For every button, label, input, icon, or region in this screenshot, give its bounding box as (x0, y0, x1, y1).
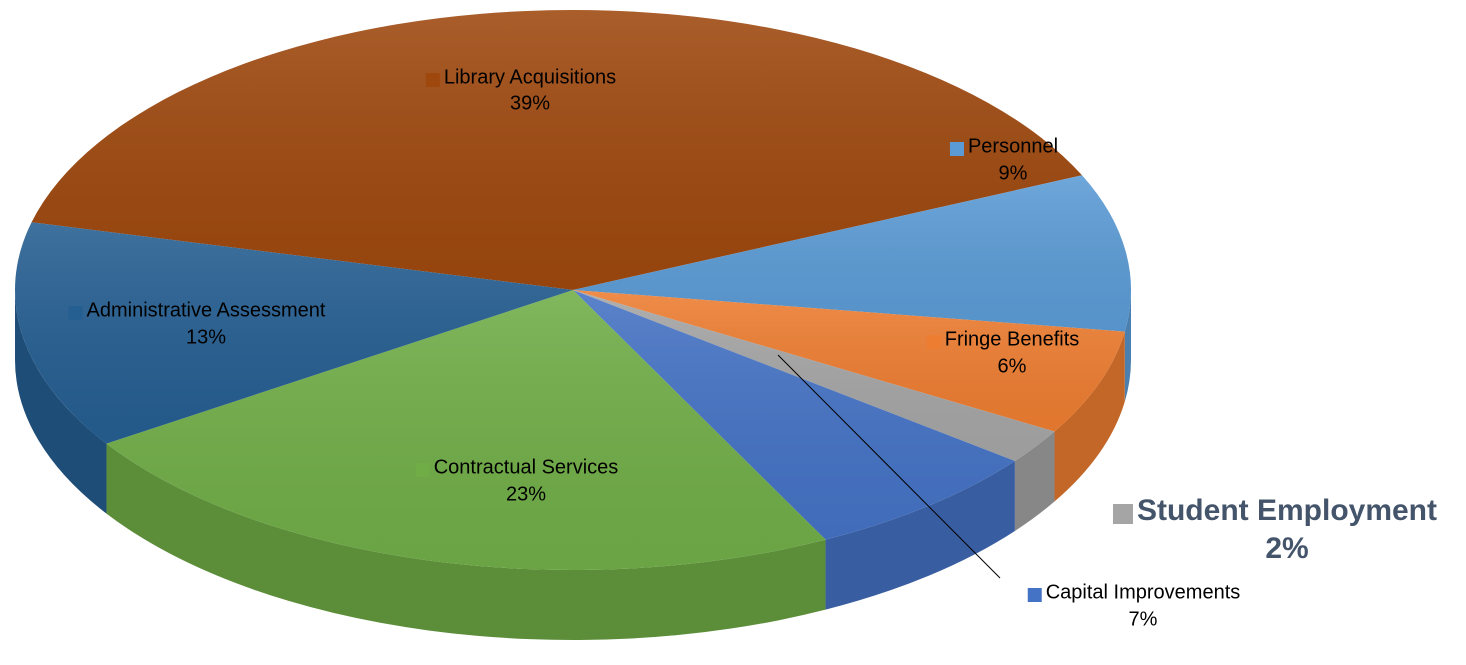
label-key (425, 73, 440, 87)
label-name: Fringe Benefits (945, 328, 1080, 350)
label-name: Library Acquisitions (444, 66, 616, 88)
label-value: 6% (998, 355, 1027, 377)
slice-side (106, 443, 826, 640)
slice-shine (106, 290, 826, 571)
label-name: Personnel (968, 135, 1058, 157)
slice-shine (573, 290, 1055, 461)
slice-side (15, 290, 107, 514)
pie-tops (14, 9, 1132, 571)
slice-shine (14, 222, 573, 444)
label-key (1027, 588, 1042, 602)
label-value: 7% (1129, 608, 1158, 630)
slice-side (1124, 290, 1131, 402)
label-key (68, 306, 83, 320)
slice-shine (573, 290, 1125, 432)
label-value: 23% (506, 483, 546, 505)
leader-line (777, 354, 1001, 579)
slice-side (1054, 331, 1125, 502)
slice-side (825, 460, 1015, 610)
label-key (926, 335, 941, 349)
label-value: 2% (1265, 532, 1308, 565)
label-key (1112, 504, 1133, 524)
slice-shine (31, 9, 1083, 290)
slice-shine (573, 175, 1132, 332)
label-value: 39% (510, 92, 550, 114)
label-value: 13% (186, 326, 226, 348)
label-name: Student Employment (1137, 494, 1437, 527)
label-key (949, 142, 964, 156)
label-key (415, 463, 430, 477)
label-name: Contractual Services (434, 456, 619, 478)
label-name: Capital Improvements (1046, 581, 1241, 603)
slice-shine (573, 290, 1015, 540)
label-name: Administrative Assessment (87, 299, 326, 321)
data-labels: Library Acquisitions 39% Personnel 9% Fringe… (68, 66, 1437, 630)
pie-sides (15, 290, 1131, 640)
slice-side (1014, 431, 1055, 531)
label-value: 9% (999, 162, 1028, 184)
